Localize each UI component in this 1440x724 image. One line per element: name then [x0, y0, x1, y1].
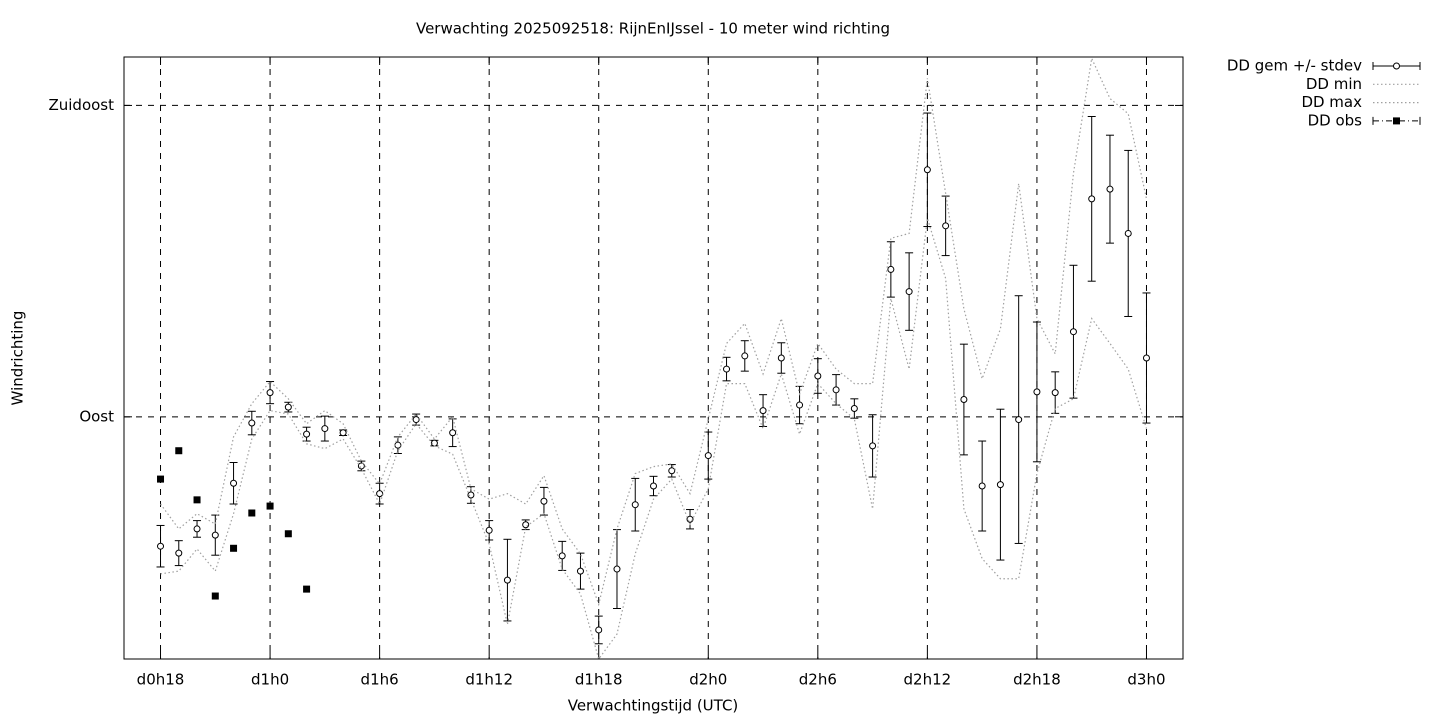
- mean-point: [978, 482, 986, 490]
- mean-point: [339, 429, 347, 437]
- mean-point: [1124, 229, 1132, 237]
- legend-swatch: [1393, 117, 1400, 125]
- mean-point: [412, 416, 420, 424]
- y-tick-label: Oost: [79, 407, 114, 425]
- x-tick-label: d1h12: [465, 671, 513, 689]
- x-tick-label: d1h6: [361, 671, 399, 689]
- mean-point: [157, 542, 165, 550]
- mean-point: [960, 396, 968, 404]
- y-axis-label: Windrichting: [9, 311, 27, 406]
- obs-point: [157, 475, 165, 483]
- mean-point: [1015, 416, 1023, 424]
- x-tick-label: d2h6: [799, 671, 837, 689]
- mean-point: [1106, 185, 1114, 193]
- mean-point: [942, 222, 950, 230]
- obs-point: [211, 592, 219, 600]
- x-tick-label: d2h12: [904, 671, 952, 689]
- mean-point: [595, 626, 603, 634]
- x-tick-label: d1h18: [575, 671, 623, 689]
- mean-point: [1033, 388, 1041, 396]
- x-axis-label: Verwachtingstijd (UTC): [568, 697, 739, 715]
- legend-label: DD max: [1301, 93, 1362, 111]
- mean-point: [1088, 195, 1096, 203]
- obs-point: [303, 585, 311, 593]
- mean-point: [631, 501, 639, 509]
- mean-point: [266, 389, 274, 397]
- x-tick-label: d2h18: [1013, 671, 1061, 689]
- mean-point: [357, 462, 365, 470]
- mean-point: [467, 491, 475, 499]
- x-tick-label: d2h0: [689, 671, 727, 689]
- mean-point: [741, 352, 749, 360]
- obs-point: [266, 502, 274, 510]
- mean-point: [814, 372, 822, 380]
- mean-point: [211, 531, 219, 539]
- mean-point: [576, 567, 584, 575]
- mean-point: [704, 452, 712, 460]
- mean-point: [832, 386, 840, 394]
- mean-point: [321, 425, 329, 433]
- mean-point: [193, 525, 201, 533]
- mean-point: [923, 166, 931, 174]
- mean-point: [284, 403, 292, 411]
- mean-point: [485, 526, 493, 534]
- mean-point: [303, 430, 311, 438]
- mean-point: [668, 467, 676, 475]
- mean-point: [1142, 354, 1150, 362]
- mean-point: [723, 365, 731, 373]
- mean-point: [376, 490, 384, 498]
- mean-point: [905, 288, 913, 296]
- mean-point: [175, 549, 183, 557]
- legend-label: DD min: [1306, 75, 1362, 93]
- mean-point: [850, 405, 858, 413]
- mean-point: [1051, 389, 1059, 397]
- mean-point: [686, 515, 694, 523]
- mean-point: [996, 481, 1004, 489]
- mean-point: [777, 354, 785, 362]
- mean-point: [1069, 328, 1077, 336]
- mean-point: [558, 552, 566, 560]
- mean-point: [394, 441, 402, 449]
- mean-point: [650, 482, 657, 490]
- plot-border: [123, 56, 1184, 660]
- x-tick-label: d3h0: [1127, 671, 1165, 689]
- mean-point: [759, 407, 767, 415]
- mean-point: [449, 429, 457, 437]
- x-tick-label: d0h18: [137, 671, 185, 689]
- mean-point: [796, 401, 804, 409]
- mean-point: [230, 479, 238, 487]
- legend-label: DD gem +/- stdev: [1227, 57, 1362, 75]
- mean-point: [887, 265, 895, 273]
- mean-point: [522, 521, 530, 529]
- x-tick-label: d1h0: [251, 671, 289, 689]
- mean-point: [540, 497, 548, 505]
- legend-swatch: [1393, 62, 1400, 70]
- y-tick-label: Zuidoost: [48, 96, 114, 114]
- chart-title: Verwachting 2025092518: RijnEnIJssel - 1…: [416, 20, 890, 38]
- obs-point: [284, 530, 292, 538]
- mean-point: [613, 565, 621, 573]
- obs-point: [175, 447, 183, 455]
- mean-point: [503, 576, 511, 584]
- mean-point: [869, 442, 877, 450]
- range-line: [160, 218, 1148, 661]
- obs-point: [248, 509, 256, 517]
- legend-label: DD obs: [1308, 111, 1363, 129]
- obs-point: [230, 544, 238, 552]
- obs-point: [193, 496, 201, 504]
- mean-point: [248, 419, 256, 427]
